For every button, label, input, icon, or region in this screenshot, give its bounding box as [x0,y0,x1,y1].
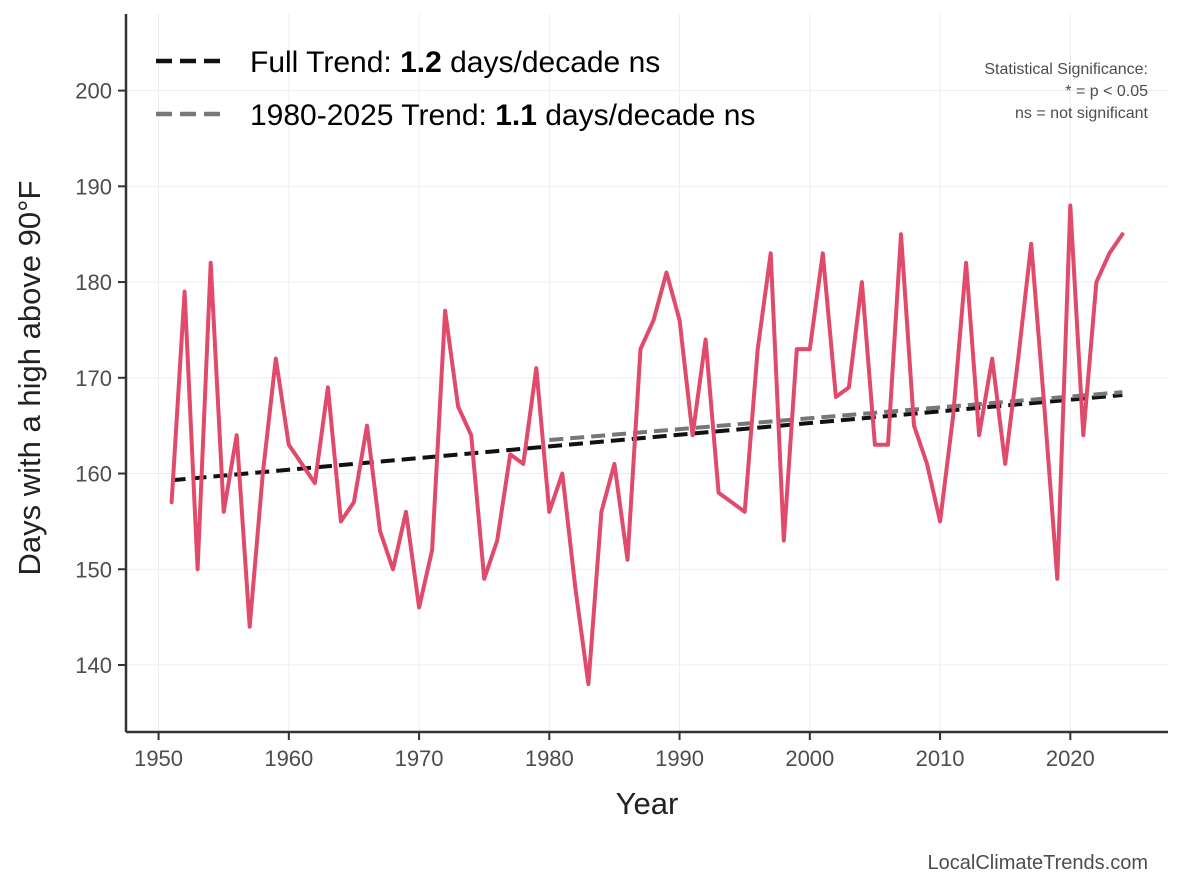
x-tick-label: 1970 [395,746,444,771]
y-tick-label: 160 [75,462,112,487]
y-tick-label: 190 [75,174,112,199]
x-axis-title: Year [616,786,679,821]
y-tick-label: 150 [75,557,112,582]
x-tick-label: 2020 [1046,746,1095,771]
series-line [169,203,1125,687]
trend-line [171,393,1123,483]
x-ticks: 1950 1960 1970 1980 1990 2000 2010 2020 [134,732,1095,771]
significance-line: ns = not significant [1015,105,1149,122]
x-tick-label: 1960 [264,746,313,771]
credit-text: LocalClimateTrends.com [928,852,1148,874]
y-tick-label: 170 [75,366,112,391]
x-tick-label: 2010 [916,746,965,771]
legend-label-prefix: Full Trend: [250,46,400,79]
trend-lines [171,390,1123,483]
y-axis-title: Days with a high above 90°F [12,181,47,576]
x-tick-label: 2000 [785,746,834,771]
legend-label-suffix: days/decade ns [442,46,660,79]
significance-note: Statistical Significance: * = p < 0.05 ns … [984,61,1148,122]
legend-label: 1980-2025 Trend: 1.1 days/decade ns [250,99,755,132]
y-tick-label: 200 [75,79,112,104]
y-ticks: 140 150 160 170 180 190 200 [75,79,126,678]
series-lines [169,203,1125,687]
trend-line [549,390,1123,443]
axes [124,14,1168,734]
significance-line: Statistical Significance: [984,61,1148,78]
x-tick-label: 1980 [525,746,574,771]
legend: Full Trend: 1.2 days/decade ns1980-2025 … [156,46,755,132]
legend-label-value: 1.1 [495,99,537,132]
x-tick-label: 1950 [134,746,183,771]
legend-label-value: 1.2 [400,46,442,79]
x-tick-label: 1990 [655,746,704,771]
legend-label-prefix: 1980-2025 Trend: [250,99,495,132]
gridlines [126,14,1168,732]
significance-line: * = p < 0.05 [1065,83,1148,100]
legend-label: Full Trend: 1.2 days/decade ns [250,46,660,79]
y-tick-label: 180 [75,270,112,295]
legend-label-suffix: days/decade ns [537,99,755,132]
y-tick-label: 140 [75,653,112,678]
